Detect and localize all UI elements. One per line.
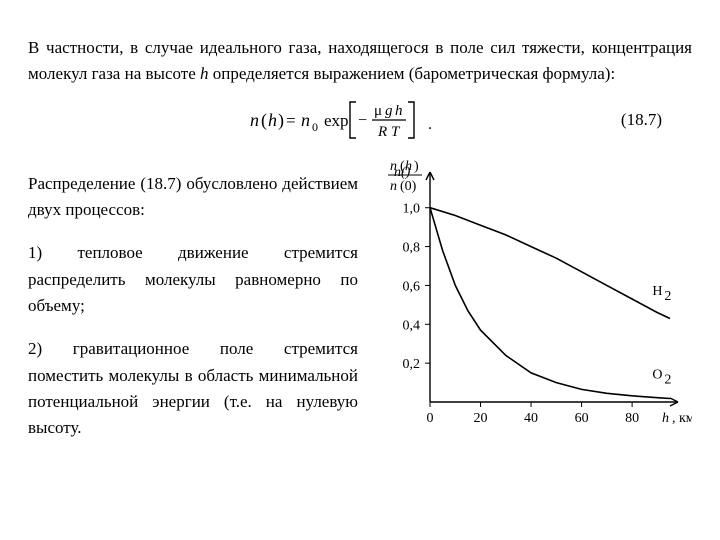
- svg-text:h: h: [662, 411, 669, 426]
- f-n: n: [250, 110, 259, 130]
- svg-text:40: 40: [524, 411, 538, 426]
- f-g: g: [385, 103, 393, 119]
- f-mu: μ: [374, 103, 382, 119]
- f-n0n: n: [301, 110, 310, 130]
- f-minus: −: [358, 112, 367, 129]
- svg-text:(0): (0): [400, 179, 417, 194]
- f-rbracket: [408, 102, 414, 138]
- svg-text:0,2: 0,2: [403, 357, 421, 372]
- f-lp: (: [261, 110, 267, 131]
- chart-svg: n()n(h)n(0)0204060800,20,40,60,81,0h, км…: [372, 154, 692, 434]
- f-n00: 0: [312, 120, 318, 134]
- f-exp: exp: [324, 111, 349, 130]
- intro-paragraph: В частности, в случае идеального газа, н…: [28, 35, 692, 88]
- item-2: 2) гравитационное поле стремится помести…: [28, 336, 358, 441]
- svg-text:2: 2: [664, 289, 671, 304]
- svg-text:2: 2: [664, 372, 671, 387]
- svg-text:0,6: 0,6: [403, 279, 421, 294]
- svg-text:60: 60: [575, 411, 589, 426]
- f-lbracket: [350, 102, 356, 138]
- formula-svg: n ( h ) = n 0 exp − μ g h R T .: [250, 96, 470, 144]
- f-period: .: [428, 116, 432, 133]
- f-R: R: [377, 124, 387, 140]
- svg-text:20: 20: [474, 411, 488, 426]
- svg-text:n: n: [390, 179, 397, 194]
- svg-text:0,4: 0,4: [403, 318, 421, 333]
- svg-text:h: h: [405, 159, 412, 174]
- svg-text:): ): [414, 159, 419, 174]
- f-eq: =: [286, 111, 296, 130]
- svg-text:, км: , км: [672, 411, 692, 426]
- svg-text:1,0: 1,0: [403, 201, 421, 216]
- svg-text:0,8: 0,8: [403, 240, 421, 255]
- left-column: Распределение (18.7) обусловлено действи…: [28, 154, 358, 452]
- svg-text:H: H: [652, 284, 662, 299]
- f-h: h: [268, 110, 277, 130]
- f-hh: h: [395, 103, 403, 119]
- chart-container: n()n(h)n(0)0204060800,20,40,60,81,0h, км…: [372, 154, 692, 434]
- f-rp: ): [278, 110, 284, 131]
- equation-number: (18.7): [621, 110, 662, 130]
- item-1: 1) тепловое движение стремится распредел…: [28, 240, 358, 319]
- dist-paragraph: Распределение (18.7) обусловлено действи…: [28, 171, 358, 224]
- formula-row: n ( h ) = n 0 exp − μ g h R T . (18.7): [28, 96, 692, 144]
- svg-text:O: O: [652, 367, 662, 382]
- svg-text:0: 0: [427, 411, 434, 426]
- f-T: T: [391, 124, 401, 140]
- svg-text:80: 80: [625, 411, 639, 426]
- intro-text-2: определяется выражением (барометрическая…: [208, 64, 615, 83]
- svg-text:n: n: [390, 159, 397, 174]
